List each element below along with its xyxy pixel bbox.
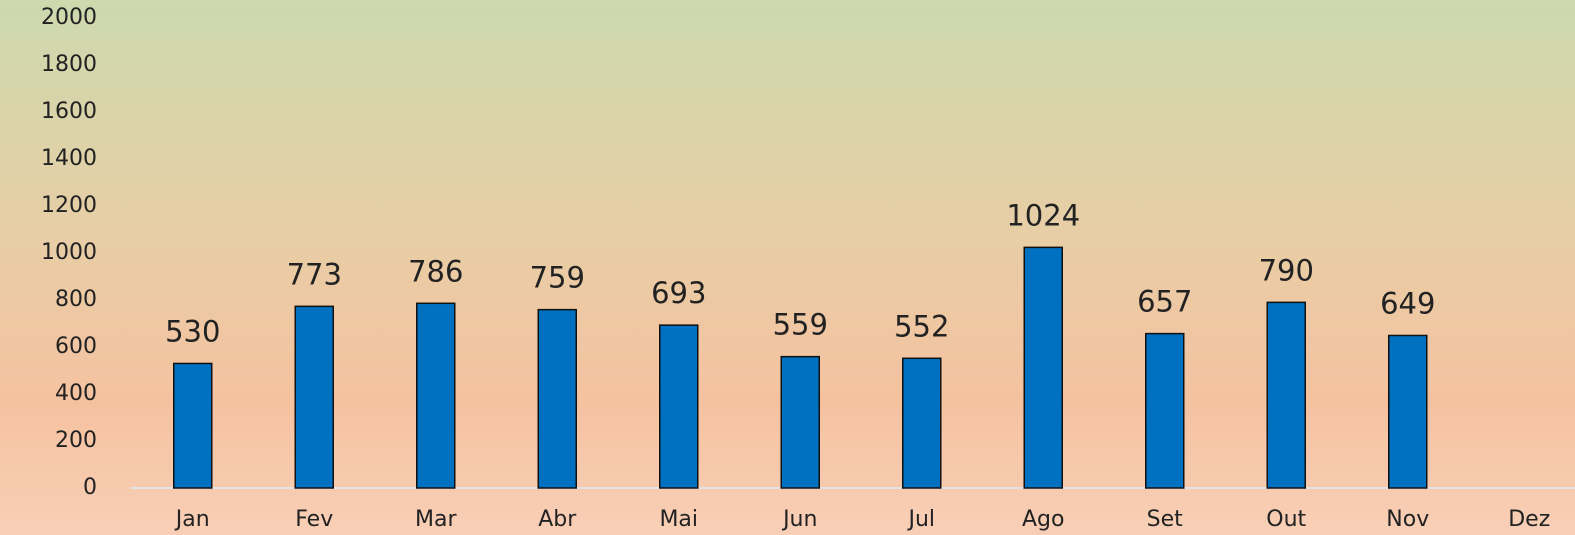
bar: [537, 308, 577, 489]
data-label: 693: [651, 276, 706, 310]
y-tick-label: 1800: [41, 52, 97, 77]
y-tick-label: 1400: [41, 146, 97, 171]
x-tick-label: Abr: [538, 507, 577, 532]
y-tick-label: 2000: [41, 5, 97, 30]
data-label: 657: [1137, 285, 1192, 319]
y-tick-label: 600: [55, 334, 97, 359]
data-label: 790: [1259, 253, 1314, 287]
bar: [416, 302, 456, 489]
data-label: 773: [287, 257, 342, 291]
x-tick-label: Mar: [415, 507, 457, 532]
x-tick-label: Mai: [659, 507, 698, 532]
bar: [294, 305, 334, 489]
data-label: 786: [408, 254, 463, 288]
data-label: 552: [894, 309, 949, 343]
bar: [902, 357, 942, 489]
x-tick-label: Jul: [906, 507, 935, 532]
y-tick-label: 1600: [41, 99, 97, 124]
y-tick-label: 0: [83, 475, 97, 500]
bar: [659, 324, 699, 489]
data-label: 1024: [1006, 198, 1080, 232]
x-tick-label: Fev: [295, 507, 333, 532]
data-label: 759: [530, 261, 585, 295]
x-tick-label: Out: [1266, 507, 1306, 532]
bar: [173, 362, 213, 489]
y-tick-label: 200: [55, 428, 97, 453]
data-label: 559: [773, 308, 828, 342]
y-tick-label: 1200: [41, 193, 97, 218]
y-tick-label: 800: [55, 287, 97, 312]
y-tick-label: 1000: [41, 240, 97, 265]
x-tick-label: Nov: [1386, 507, 1429, 532]
data-label: 649: [1380, 286, 1435, 320]
bar: [1145, 332, 1185, 489]
x-tick-label: Ago: [1022, 507, 1064, 532]
data-label: 530: [165, 314, 220, 348]
x-tick-label: Set: [1147, 507, 1184, 532]
y-tick-label: 400: [55, 381, 97, 406]
x-tick-label: Dez: [1508, 507, 1550, 532]
bar: [1023, 246, 1063, 489]
x-tick-label: Jun: [781, 507, 817, 532]
bar: [1266, 301, 1306, 489]
x-tick-label: Jan: [174, 507, 210, 532]
bar: [780, 355, 820, 489]
bar: [1388, 334, 1428, 489]
